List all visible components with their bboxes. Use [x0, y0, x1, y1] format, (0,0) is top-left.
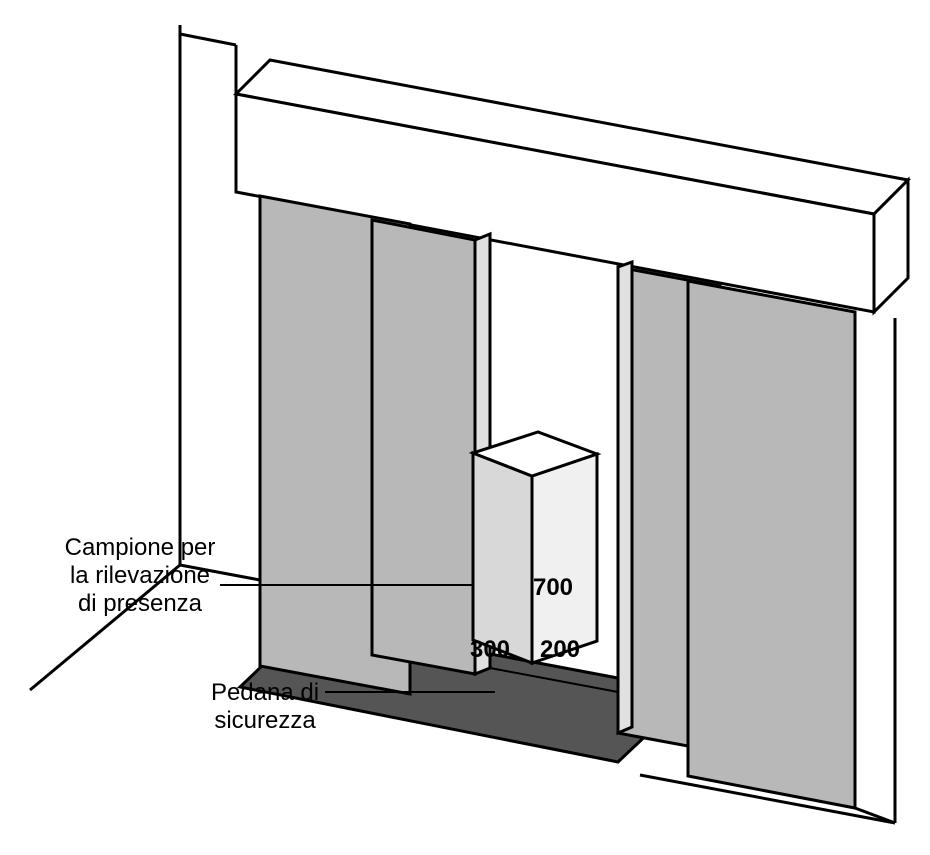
test-sample-box [473, 432, 597, 663]
label-sample-line1: Campione per [65, 534, 216, 561]
door-safety-diagram: 700 300 200 Campione per la rilevazione … [0, 0, 930, 855]
dim-height: 700 [533, 574, 573, 601]
label-sample-line3: di presenza [78, 590, 203, 617]
label-mat-line1: Pedana di [211, 679, 319, 706]
wall-top-edge [180, 34, 236, 45]
left-door-panels [260, 196, 490, 694]
right-jamb [855, 318, 895, 823]
dim-width: 200 [540, 636, 580, 663]
dim-depth: 300 [470, 636, 510, 663]
label-mat-line2: sicurezza [214, 707, 316, 734]
right-door-panels [618, 262, 855, 808]
label-sample-line2: la rilevazione [70, 562, 210, 589]
